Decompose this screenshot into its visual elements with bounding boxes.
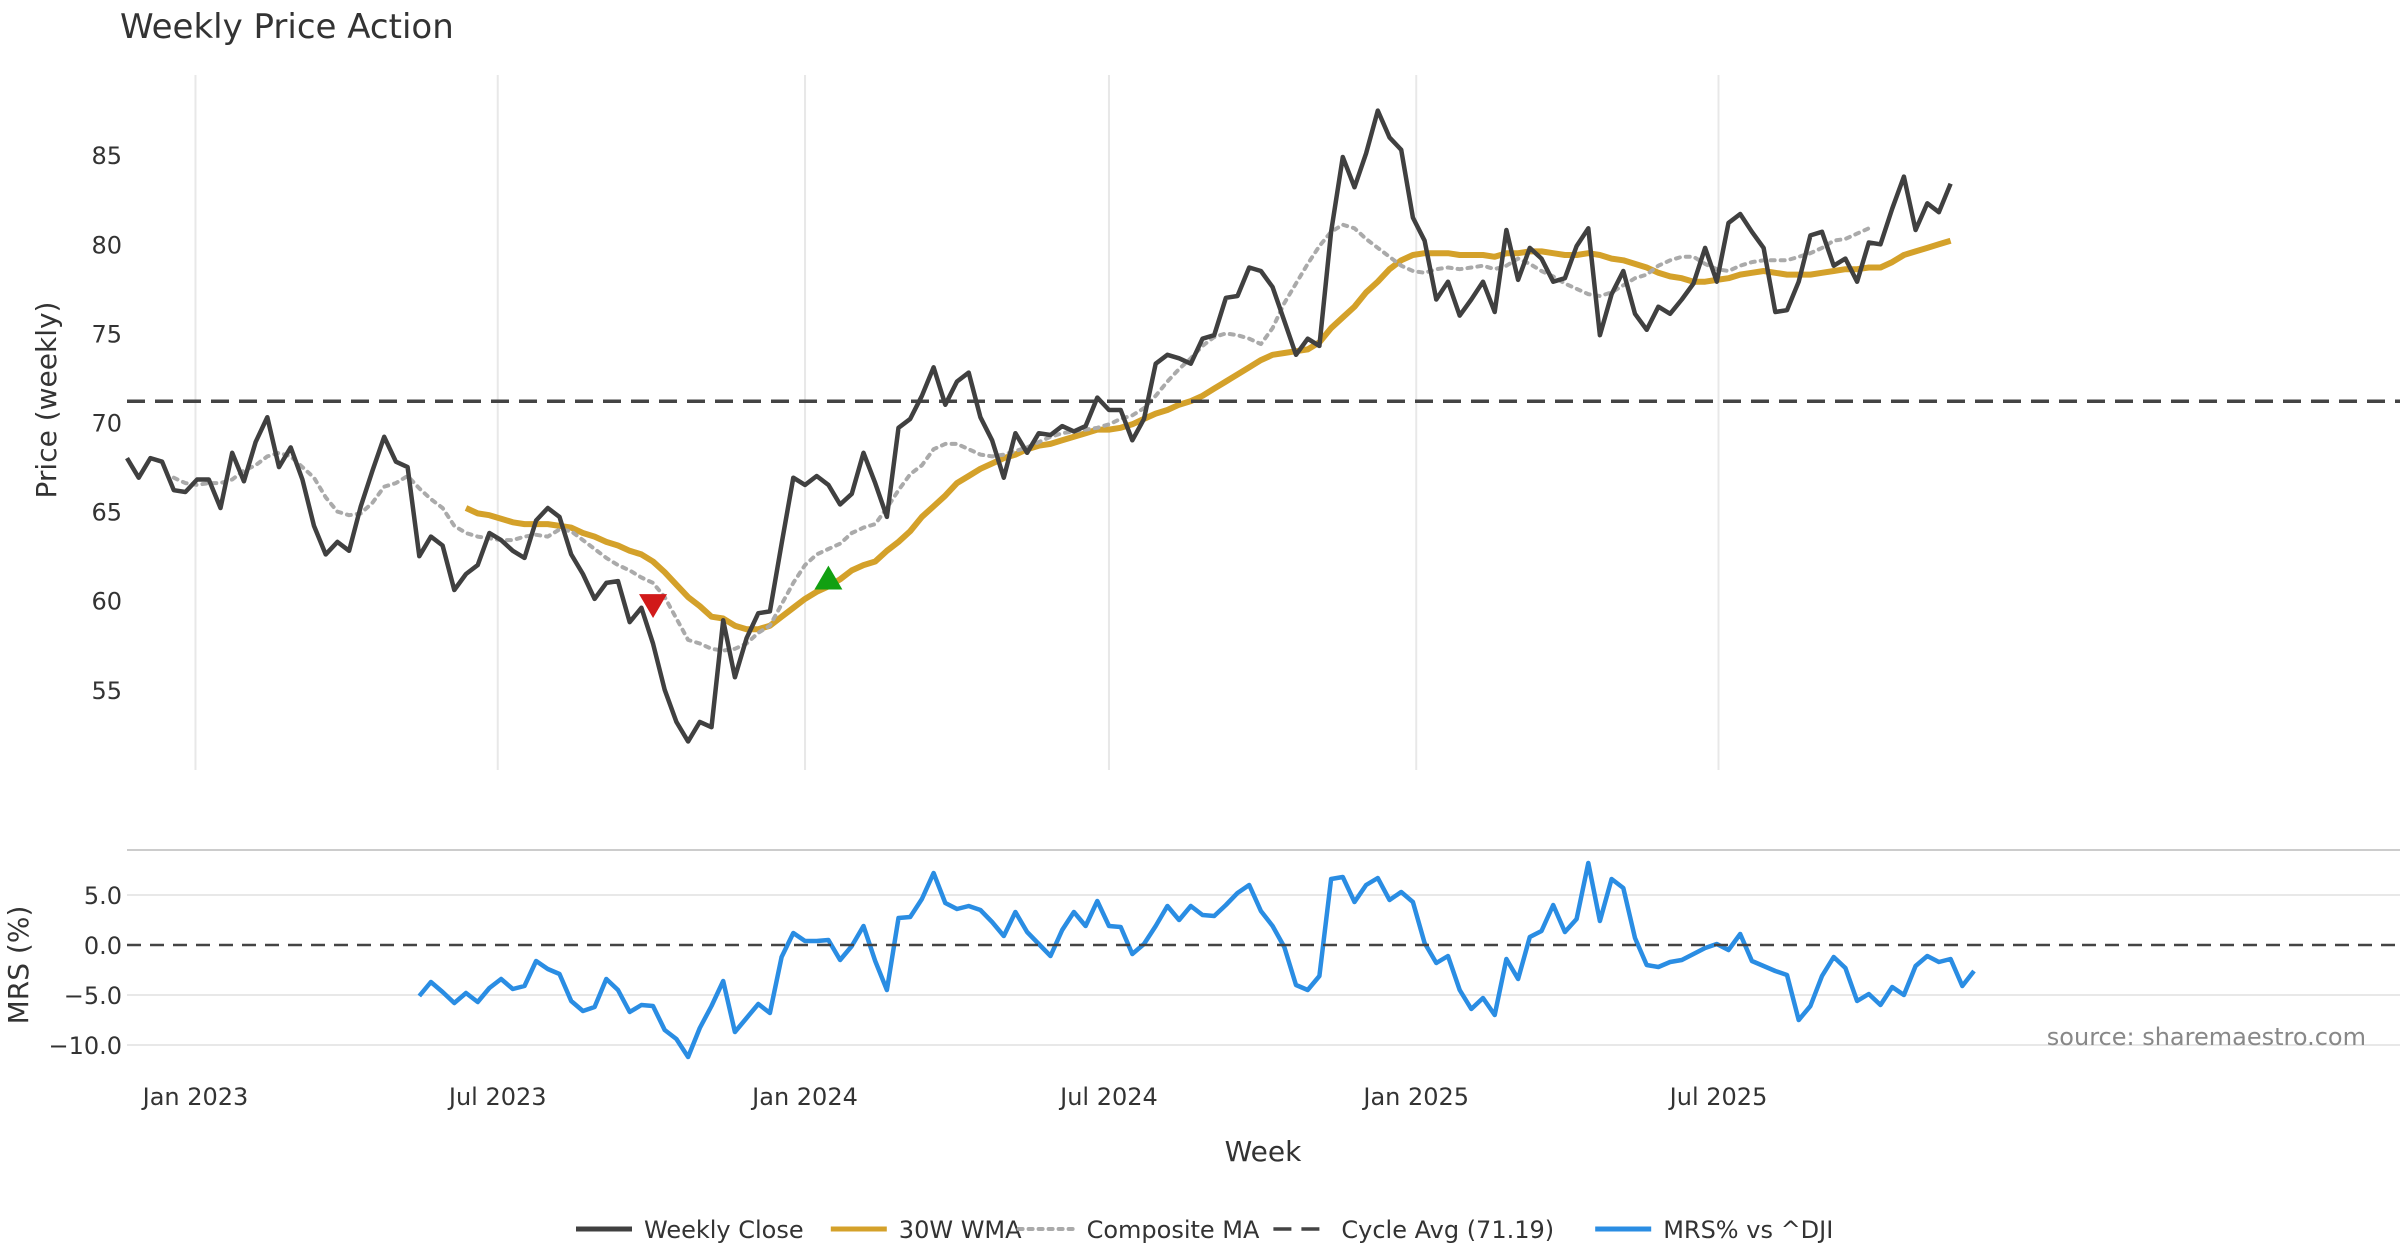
x-axis-label: Week — [1225, 1135, 1302, 1168]
mrs-panel: −10.0 −5.0 0.0 5.0 MRS (%) source: sharemae… — [2, 849, 2400, 1060]
price-markers-group — [639, 565, 843, 618]
source-note: source: sharemaestro.com — [2047, 1023, 2366, 1051]
chart-title: Weekly Price Action — [120, 7, 454, 47]
mrs-y-tick-0: −10.0 — [48, 1032, 122, 1060]
price-y-tick-75: 75 — [91, 320, 122, 348]
mrs-series-group — [127, 860, 2400, 1060]
x-tick-0: Jan 2023 — [141, 1083, 249, 1111]
wma-30w-line — [464, 237, 1952, 633]
mrs-y-tick-2: 0.0 — [84, 932, 122, 960]
x-tick-1: Jul 2023 — [447, 1083, 547, 1111]
mrs-y-axis: −10.0 −5.0 0.0 5.0 — [48, 882, 122, 1060]
price-y-tick-65: 65 — [91, 499, 122, 527]
price-y-tick-60: 60 — [91, 588, 122, 616]
legend-label-cycle: Cycle Avg (71.19) — [1341, 1216, 1554, 1244]
x-tick-4: Jan 2025 — [1361, 1083, 1469, 1111]
price-y-axis-label: Price (weekly) — [30, 302, 63, 499]
x-tick-2: Jan 2024 — [750, 1083, 858, 1111]
price-y-tick-85: 85 — [91, 142, 122, 170]
mrs-y-axis-label: MRS (%) — [2, 906, 35, 1025]
x-tick-5: Jul 2025 — [1668, 1083, 1768, 1111]
price-y-tick-80: 80 — [91, 231, 122, 259]
buy-signal-marker — [814, 565, 843, 590]
sell-signal-marker — [639, 594, 668, 618]
legend-label-close: Weekly Close — [644, 1216, 804, 1244]
x-axis: Jan 2023 Jul 2023 Jan 2024 Jul 2024 Jan 2025… — [141, 1083, 1768, 1111]
mrs-gridlines — [127, 894, 2400, 1046]
price-y-tick-70: 70 — [91, 410, 122, 438]
legend-label-composite: Composite MA — [1087, 1216, 1260, 1244]
x-tick-3: Jul 2024 — [1058, 1083, 1158, 1111]
price-gridlines — [194, 75, 1720, 770]
price-y-axis: 55 60 65 70 75 80 85 — [91, 142, 122, 705]
composite-ma-line — [171, 222, 1871, 653]
price-panel: 55 60 65 70 75 80 85 Price (weekly) — [30, 75, 2400, 770]
chart-legend: Weekly Close 30W WMA Composite MA Cycle Avg… — [576, 1216, 1833, 1244]
price-series-group — [125, 108, 2400, 744]
mrs-y-tick-1: −5.0 — [64, 982, 122, 1010]
legend-label-mrs: MRS% vs ^DJI — [1663, 1216, 1833, 1244]
legend-label-wma: 30W WMA — [899, 1216, 1022, 1244]
weekly-close-line — [125, 108, 1953, 744]
mrs-y-tick-3: 5.0 — [84, 882, 122, 910]
price-y-tick-55: 55 — [91, 677, 122, 705]
